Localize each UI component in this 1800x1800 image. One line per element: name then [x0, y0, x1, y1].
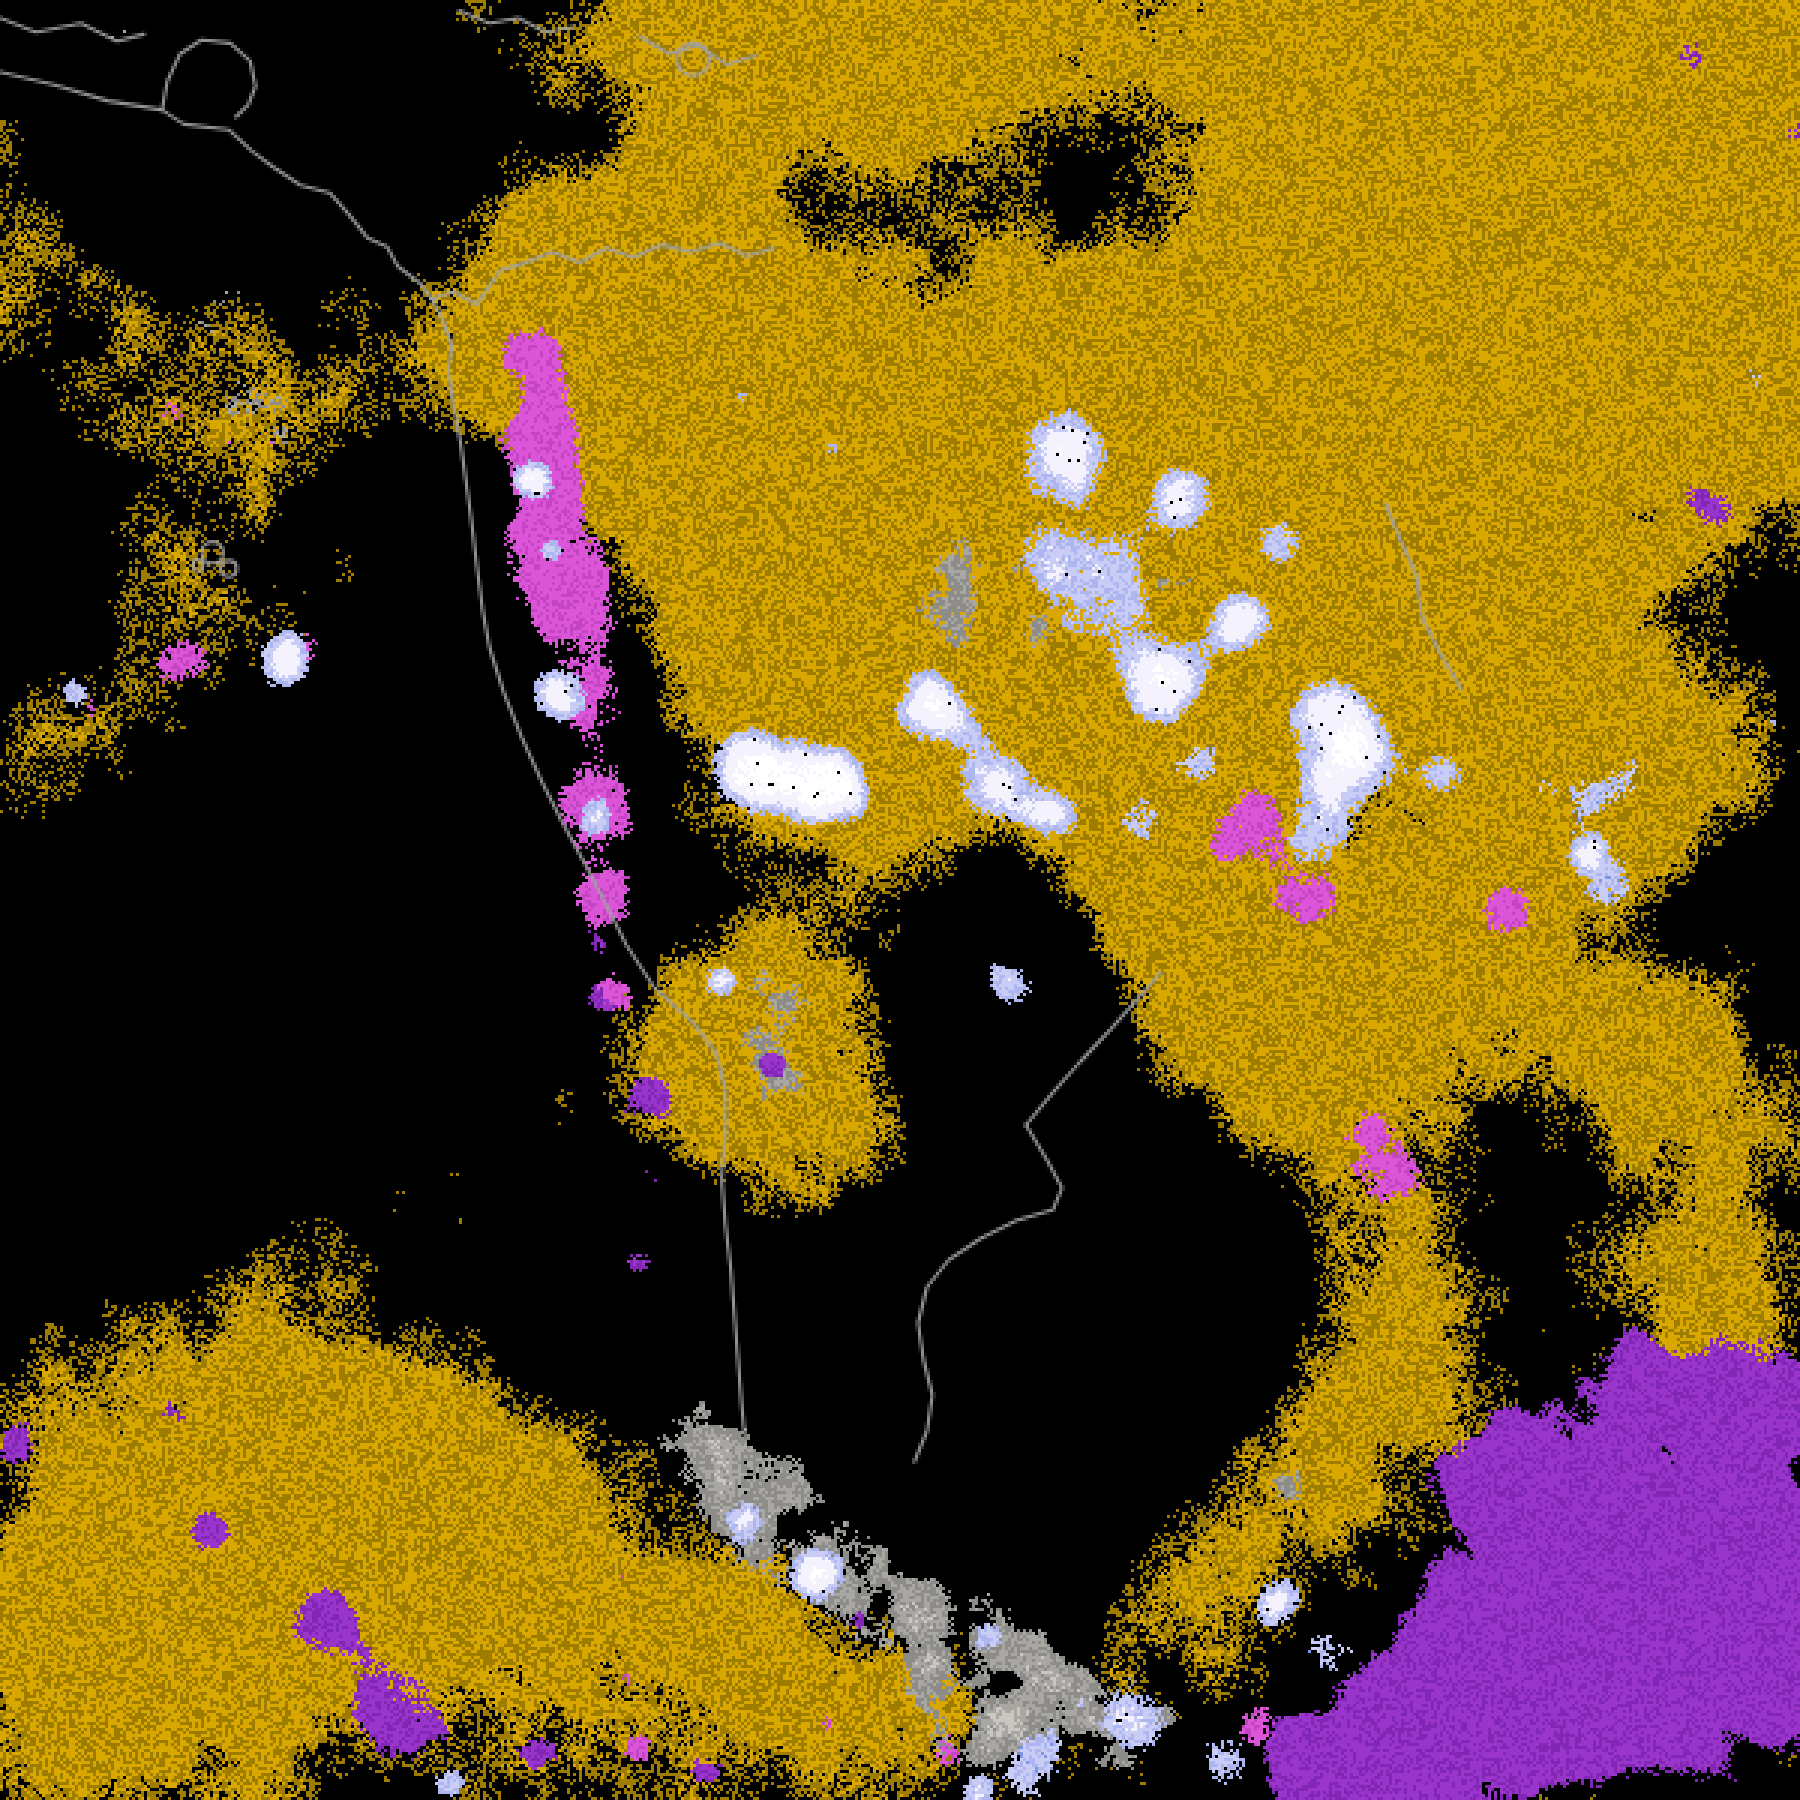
false-color-satellite-image — [0, 0, 1800, 1800]
satellite-image-viewport — [0, 0, 1800, 1800]
